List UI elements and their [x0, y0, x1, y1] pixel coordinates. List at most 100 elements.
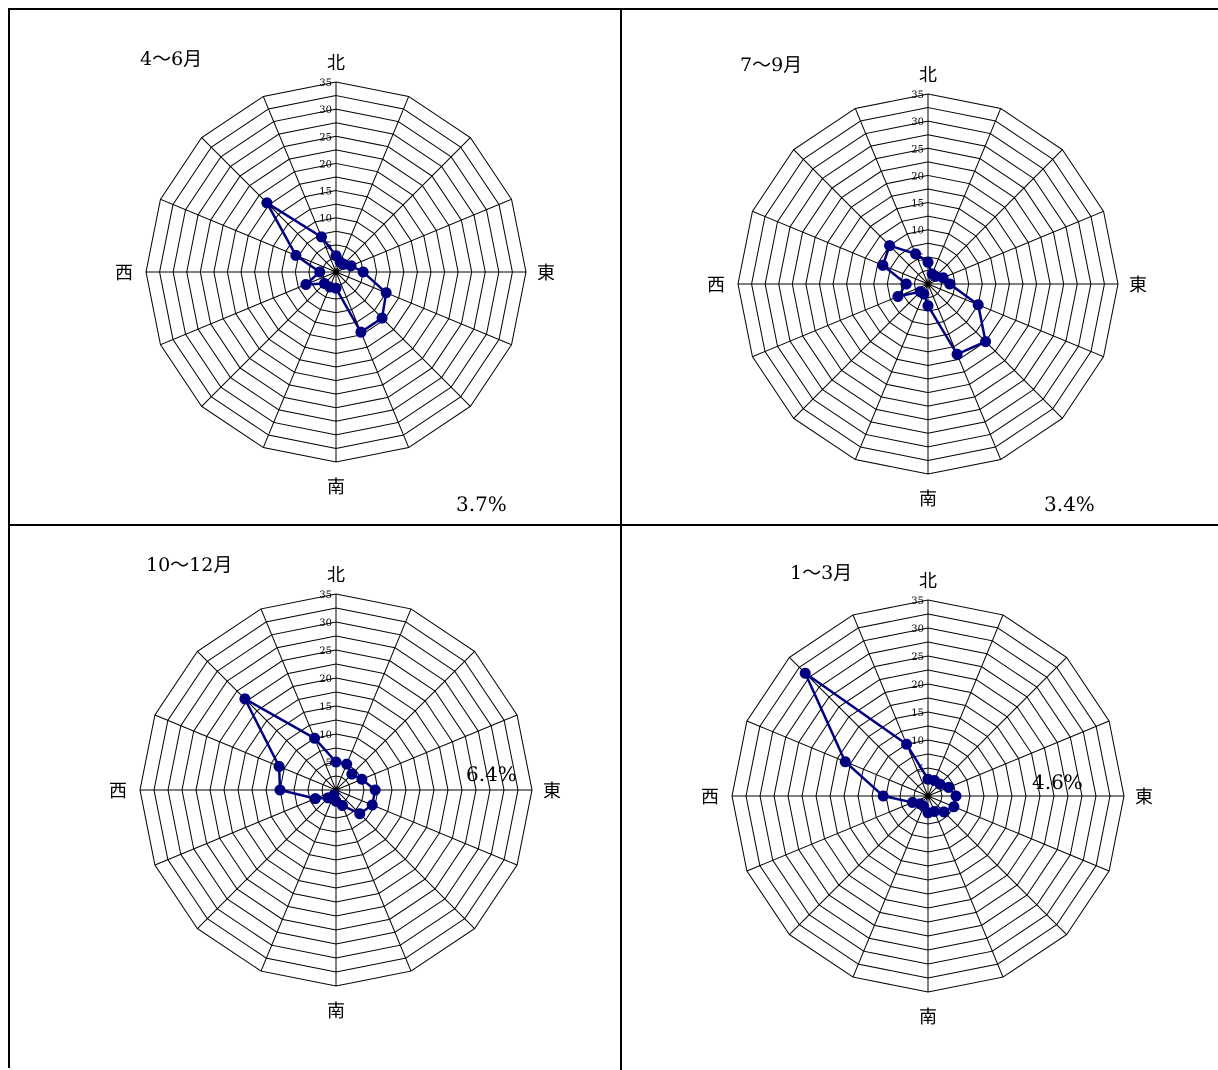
axis-tick-label: 15 [319, 187, 332, 198]
grid-spoke [262, 271, 337, 448]
axis-tick-label: 25 [911, 144, 924, 155]
panel-title: 10～12月 [146, 554, 233, 576]
axis-tick-label: 30 [319, 105, 332, 116]
grid-spoke [752, 210, 929, 285]
grid-spoke [260, 789, 337, 972]
axis-tick-label: 20 [319, 159, 332, 170]
data-point-n [330, 756, 342, 768]
wind-rose-panel-apr-jun: 4～6月 3.7% 5 10 15 20 25 30 35 北東南西 [10, 10, 618, 522]
grid-spoke [335, 271, 410, 448]
data-point-ne [934, 778, 946, 790]
east-label: 東 [537, 263, 555, 284]
grid-spoke [335, 789, 518, 866]
data-point-ene [345, 260, 357, 272]
grid-spoke [852, 795, 929, 978]
grid-spoke [201, 271, 337, 407]
grid-spoke [335, 271, 512, 346]
horizontal-divider [10, 524, 1218, 526]
axis-tick-label: 35 [911, 596, 924, 607]
data-point-w [877, 790, 889, 802]
wind-rose-panel-jan-mar: 1～3月 4.6% 5 10 15 20 25 30 35 北東南西 [622, 526, 1218, 1038]
data-point-se [980, 336, 992, 348]
data-point-nnw [315, 231, 327, 243]
grid-spoke [927, 210, 1104, 285]
data-point-sse [355, 326, 367, 338]
axis-tick-label: 10 [319, 214, 332, 225]
east-label: 東 [1135, 787, 1153, 808]
data-point-e [950, 790, 962, 802]
axis-tick-label: 10 [911, 226, 924, 237]
data-point-wsw [892, 290, 904, 302]
data-point-e [944, 278, 956, 290]
data-point-nw [239, 693, 251, 705]
data-point-se [376, 312, 388, 324]
grid-spoke [927, 283, 1002, 460]
grid-spoke [927, 283, 1104, 358]
data-point-wsw [906, 796, 918, 808]
west-label: 西 [707, 275, 725, 296]
vertical-divider [620, 10, 622, 1070]
data-point-w [900, 278, 912, 290]
south-label: 南 [327, 477, 345, 498]
data-point-wsw [300, 278, 312, 290]
wind-rose-panel-oct-dec: 10～12月 6.4% 5 10 15 20 25 30 35 北東南西 [10, 526, 618, 1038]
panel-title: 4～6月 [140, 48, 203, 70]
grid-spoke [927, 657, 1067, 797]
grid-spoke [335, 198, 512, 273]
data-point-ne [346, 768, 358, 780]
axis-tick-label: 20 [319, 674, 332, 685]
data-point-ese [366, 799, 378, 811]
axis-tick-label: 20 [911, 171, 924, 182]
data-point-sw [914, 286, 926, 298]
grid-spoke [154, 714, 337, 791]
grid-spoke [793, 149, 929, 285]
north-label: 北 [327, 565, 345, 586]
east-label: 東 [1129, 275, 1147, 296]
axis-tick-label: 20 [911, 680, 924, 691]
data-point-e [357, 266, 369, 278]
data-point-ese [948, 801, 960, 813]
data-point-sw [322, 792, 334, 804]
axis-tick-label: 10 [319, 730, 332, 741]
calm-percentage: 3.7% [456, 492, 507, 516]
data-point-nnw [910, 248, 922, 260]
data-point-wnw [290, 249, 302, 261]
data-point-wnw [839, 756, 851, 768]
grid-spoke [154, 789, 337, 866]
axis-tick-label: 5 [326, 758, 332, 769]
grid-spoke [789, 795, 929, 935]
axis-tick-label: 35 [319, 78, 332, 89]
axis-tick-label: 25 [911, 652, 924, 663]
grid-spoke [197, 789, 337, 929]
data-point-ese [380, 287, 392, 299]
data-point-nw [884, 240, 896, 252]
panel-title: 1～3月 [790, 562, 853, 584]
data-point-wnw [877, 259, 889, 271]
axis-tick-label: 35 [319, 590, 332, 601]
data-point-nne [341, 758, 353, 770]
grid-spoke [197, 651, 337, 791]
data-point-ene [943, 781, 955, 793]
data-point-nnw [309, 732, 321, 744]
south-label: 南 [327, 1001, 345, 1022]
data-point-w [314, 266, 326, 278]
data-point-se [354, 808, 366, 820]
west-label: 西 [109, 781, 127, 802]
grid-spoke [927, 149, 1063, 285]
grid-spoke [262, 96, 337, 273]
grid-spoke [927, 720, 1110, 797]
grid-spoke [927, 614, 1004, 797]
grid-spoke [335, 651, 475, 791]
data-point-nw [261, 197, 273, 209]
radar-grid [145, 81, 527, 463]
west-label: 西 [701, 787, 719, 808]
data-point-s [922, 300, 934, 312]
data-point-n [922, 256, 934, 268]
grid-spoke [160, 198, 337, 273]
grid-spoke [335, 789, 412, 972]
axis-tick-label: 25 [319, 646, 332, 657]
axis-tick-label: 15 [911, 708, 924, 719]
wind-rose-panel-jul-sep: 7～9月 3.4% 5 10 15 20 25 30 35 北東南西 [622, 10, 1218, 522]
grid-spoke [335, 271, 471, 407]
